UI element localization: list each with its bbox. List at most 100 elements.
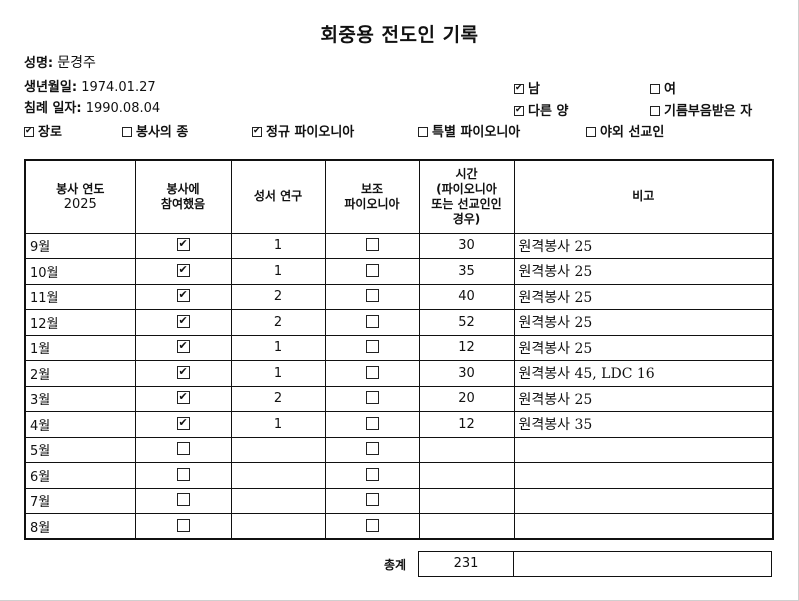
total-remarks[interactable] xyxy=(513,551,772,577)
shared-cell[interactable] xyxy=(134,513,232,540)
option-elder[interactable]: 장로 xyxy=(24,121,62,140)
studies-cell[interactable] xyxy=(230,436,326,463)
studies-cell[interactable]: 1 xyxy=(230,232,326,259)
aux-pioneer-cell[interactable] xyxy=(324,513,420,540)
shared-checkbox[interactable] xyxy=(176,365,190,379)
shared-cell[interactable] xyxy=(134,436,232,463)
shared-checkbox[interactable] xyxy=(176,390,190,405)
aux-pioneer-checkbox[interactable] xyxy=(365,442,379,456)
elder-checkbox[interactable] xyxy=(24,125,34,137)
aux-pioneer-checkbox[interactable] xyxy=(365,314,379,328)
hours-cell[interactable]: 12 xyxy=(418,334,515,361)
remarks-cell[interactable] xyxy=(513,462,774,489)
studies-cell[interactable] xyxy=(230,462,326,489)
studies-cell[interactable]: 1 xyxy=(230,258,326,285)
aux-pioneer-checkbox[interactable] xyxy=(365,416,379,430)
other-sheep-checkbox[interactable] xyxy=(514,104,524,116)
option-male[interactable]: 남 xyxy=(514,78,540,97)
aux-pioneer-checkbox[interactable] xyxy=(365,467,379,481)
shared-cell[interactable] xyxy=(134,360,232,387)
shared-cell[interactable] xyxy=(134,283,232,310)
aux-pioneer-checkbox[interactable] xyxy=(365,493,379,507)
shared-checkbox[interactable] xyxy=(176,339,190,354)
option-other-sheep[interactable]: 다른 양 xyxy=(514,100,568,119)
shared-checkbox[interactable] xyxy=(176,518,190,532)
female-checkbox[interactable] xyxy=(650,84,660,94)
aux-pioneer-checkbox[interactable] xyxy=(365,238,379,252)
shared-cell[interactable] xyxy=(134,462,232,489)
remarks-cell[interactable]: 원격봉사 25 xyxy=(513,258,774,285)
option-special-pioneer[interactable]: 특별 파이오니아 xyxy=(418,121,520,140)
remarks-cell[interactable]: 원격봉사 35 xyxy=(513,411,774,438)
hours-cell[interactable]: 52 xyxy=(418,309,515,336)
hours-cell[interactable]: 30 xyxy=(418,360,515,387)
hours-cell[interactable] xyxy=(418,462,515,489)
shared-checkbox[interactable] xyxy=(176,237,190,252)
hours-cell[interactable] xyxy=(418,487,515,514)
remarks-cell[interactable] xyxy=(513,487,774,514)
shared-cell[interactable] xyxy=(134,334,232,361)
remarks-cell[interactable] xyxy=(513,436,774,463)
aux-pioneer-checkbox[interactable] xyxy=(365,289,379,303)
shared-checkbox[interactable] xyxy=(176,314,190,328)
hours-cell[interactable]: 35 xyxy=(418,258,515,285)
regular-pioneer-checkbox[interactable] xyxy=(252,125,262,137)
studies-cell[interactable]: 1 xyxy=(230,334,326,361)
hours-cell[interactable] xyxy=(418,513,515,540)
studies-cell[interactable]: 2 xyxy=(230,385,326,412)
remarks-cell[interactable]: 원격봉사 25 xyxy=(513,309,774,336)
shared-cell[interactable] xyxy=(134,309,232,336)
aux-pioneer-cell[interactable] xyxy=(324,360,420,387)
studies-cell[interactable] xyxy=(230,513,326,540)
remarks-cell[interactable]: 원격봉사 25 xyxy=(513,232,774,259)
studies-cell[interactable]: 2 xyxy=(230,309,326,336)
aux-pioneer-checkbox[interactable] xyxy=(365,365,379,379)
remarks-cell[interactable]: 원격봉사 25 xyxy=(513,283,774,310)
hours-cell[interactable]: 40 xyxy=(418,283,515,310)
hours-cell[interactable]: 20 xyxy=(418,385,515,412)
total-hours[interactable]: 231 xyxy=(418,551,514,577)
ministerial-servant-checkbox[interactable] xyxy=(122,127,132,137)
remarks-cell[interactable]: 원격봉사 25 xyxy=(513,334,774,361)
option-ministerial-servant[interactable]: 봉사의 종 xyxy=(122,121,188,140)
aux-pioneer-checkbox[interactable] xyxy=(365,263,379,277)
hours-cell[interactable] xyxy=(418,436,515,463)
aux-pioneer-cell[interactable] xyxy=(324,258,420,285)
aux-pioneer-checkbox[interactable] xyxy=(365,518,379,532)
shared-checkbox[interactable] xyxy=(176,288,190,303)
option-female[interactable]: 여 xyxy=(650,78,676,97)
shared-checkbox[interactable] xyxy=(176,263,190,277)
hours-cell[interactable]: 30 xyxy=(418,232,515,259)
remarks-cell[interactable]: 원격봉사 25 xyxy=(513,385,774,412)
studies-cell[interactable]: 2 xyxy=(230,283,326,310)
aux-pioneer-cell[interactable] xyxy=(324,411,420,438)
shared-cell[interactable] xyxy=(134,232,232,259)
anointed-checkbox[interactable] xyxy=(650,106,660,116)
shared-cell[interactable] xyxy=(134,258,232,285)
male-checkbox[interactable] xyxy=(514,82,524,94)
aux-pioneer-cell[interactable] xyxy=(324,436,420,463)
aux-pioneer-checkbox[interactable] xyxy=(365,340,379,354)
shared-cell[interactable] xyxy=(134,411,232,438)
missionary-checkbox[interactable] xyxy=(586,127,596,137)
special-pioneer-checkbox[interactable] xyxy=(418,127,428,137)
studies-cell[interactable]: 1 xyxy=(230,360,326,387)
remarks-cell[interactable]: 원격봉사 45, LDC 16 xyxy=(513,360,774,387)
aux-pioneer-cell[interactable] xyxy=(324,462,420,489)
shared-checkbox[interactable] xyxy=(176,493,190,507)
aux-pioneer-cell[interactable] xyxy=(324,487,420,514)
option-missionary[interactable]: 야외 선교인 xyxy=(586,121,664,140)
studies-cell[interactable] xyxy=(230,487,326,514)
option-anointed[interactable]: 기름부음받은 자 xyxy=(650,100,752,119)
studies-cell[interactable]: 1 xyxy=(230,411,326,438)
aux-pioneer-cell[interactable] xyxy=(324,283,420,310)
shared-cell[interactable] xyxy=(134,385,232,412)
aux-pioneer-cell[interactable] xyxy=(324,232,420,259)
hours-cell[interactable]: 12 xyxy=(418,411,515,438)
option-regular-pioneer[interactable]: 정규 파이오니아 xyxy=(252,121,354,140)
aux-pioneer-cell[interactable] xyxy=(324,334,420,361)
shared-checkbox[interactable] xyxy=(176,467,190,481)
shared-checkbox[interactable] xyxy=(176,416,190,430)
shared-checkbox[interactable] xyxy=(176,442,190,456)
shared-cell[interactable] xyxy=(134,487,232,514)
